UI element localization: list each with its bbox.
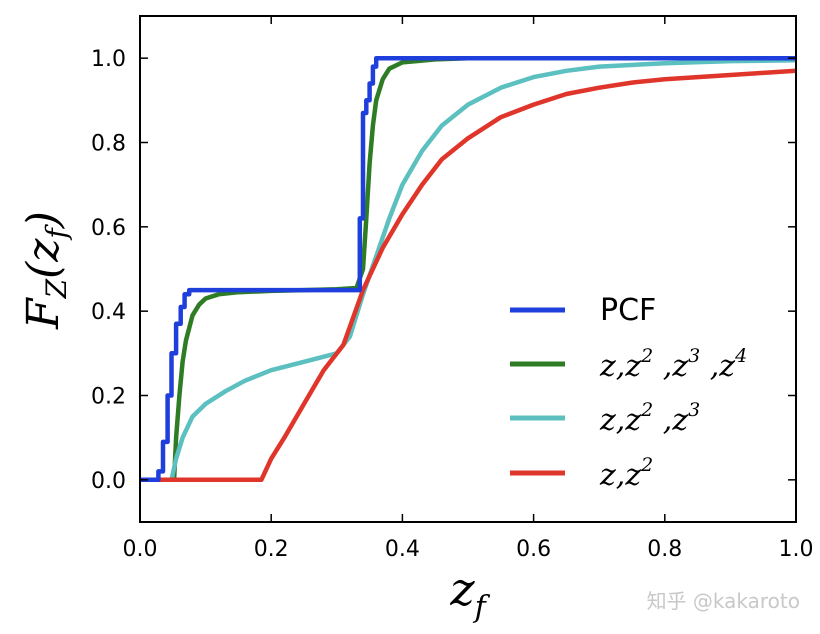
x-tick-label-1: 0.2 <box>254 537 289 562</box>
watermark: 知乎 @kakaroto <box>647 589 800 613</box>
svg-text:FZ(zf): FZ(zf) <box>18 211 73 330</box>
legend-label-pcf: PCF <box>600 293 656 328</box>
y-tick-label-4: 0.8 <box>91 132 126 157</box>
ticks-layer: 0.0 0.2 0.4 0.6 0.8 1.0 0.0 0.2 0.4 0.6 0.8 1.0 <box>91 16 814 562</box>
x-tick-label-5: 1.0 <box>779 537 814 562</box>
y-tick-label-1: 0.2 <box>91 385 126 410</box>
y-tick-label-3: 0.6 <box>91 216 126 241</box>
legend: PCF z,z2 ,z3 ,z4 z,z2 ,z3 z,z2 <box>510 293 747 493</box>
x-axis-label: zf <box>449 562 490 625</box>
series-line-3 <box>140 68 797 483</box>
y-axis-label: FZ(zf) <box>18 211 73 330</box>
series-line-0 <box>140 55 796 483</box>
y-tick-label-2: 0.4 <box>91 300 126 325</box>
y-tick-label-5: 1.0 <box>91 47 126 72</box>
legend-label-z3: z,z2 ,z3 <box>599 399 700 438</box>
x-tick-label-2: 0.4 <box>385 537 420 562</box>
legend-label-z2: z,z2 <box>599 454 653 493</box>
y-tick-label-0: 0.0 <box>91 469 126 494</box>
x-tick-label-0: 0.0 <box>123 537 158 562</box>
legend-label-z4: z,z2 ,z3 ,z4 <box>599 345 747 384</box>
x-tick-label-4: 0.8 <box>647 537 682 562</box>
x-tick-label-3: 0.6 <box>516 537 551 562</box>
series-layer <box>140 55 797 483</box>
svg-text:zf: zf <box>449 562 490 625</box>
plot-frame <box>139 15 797 523</box>
